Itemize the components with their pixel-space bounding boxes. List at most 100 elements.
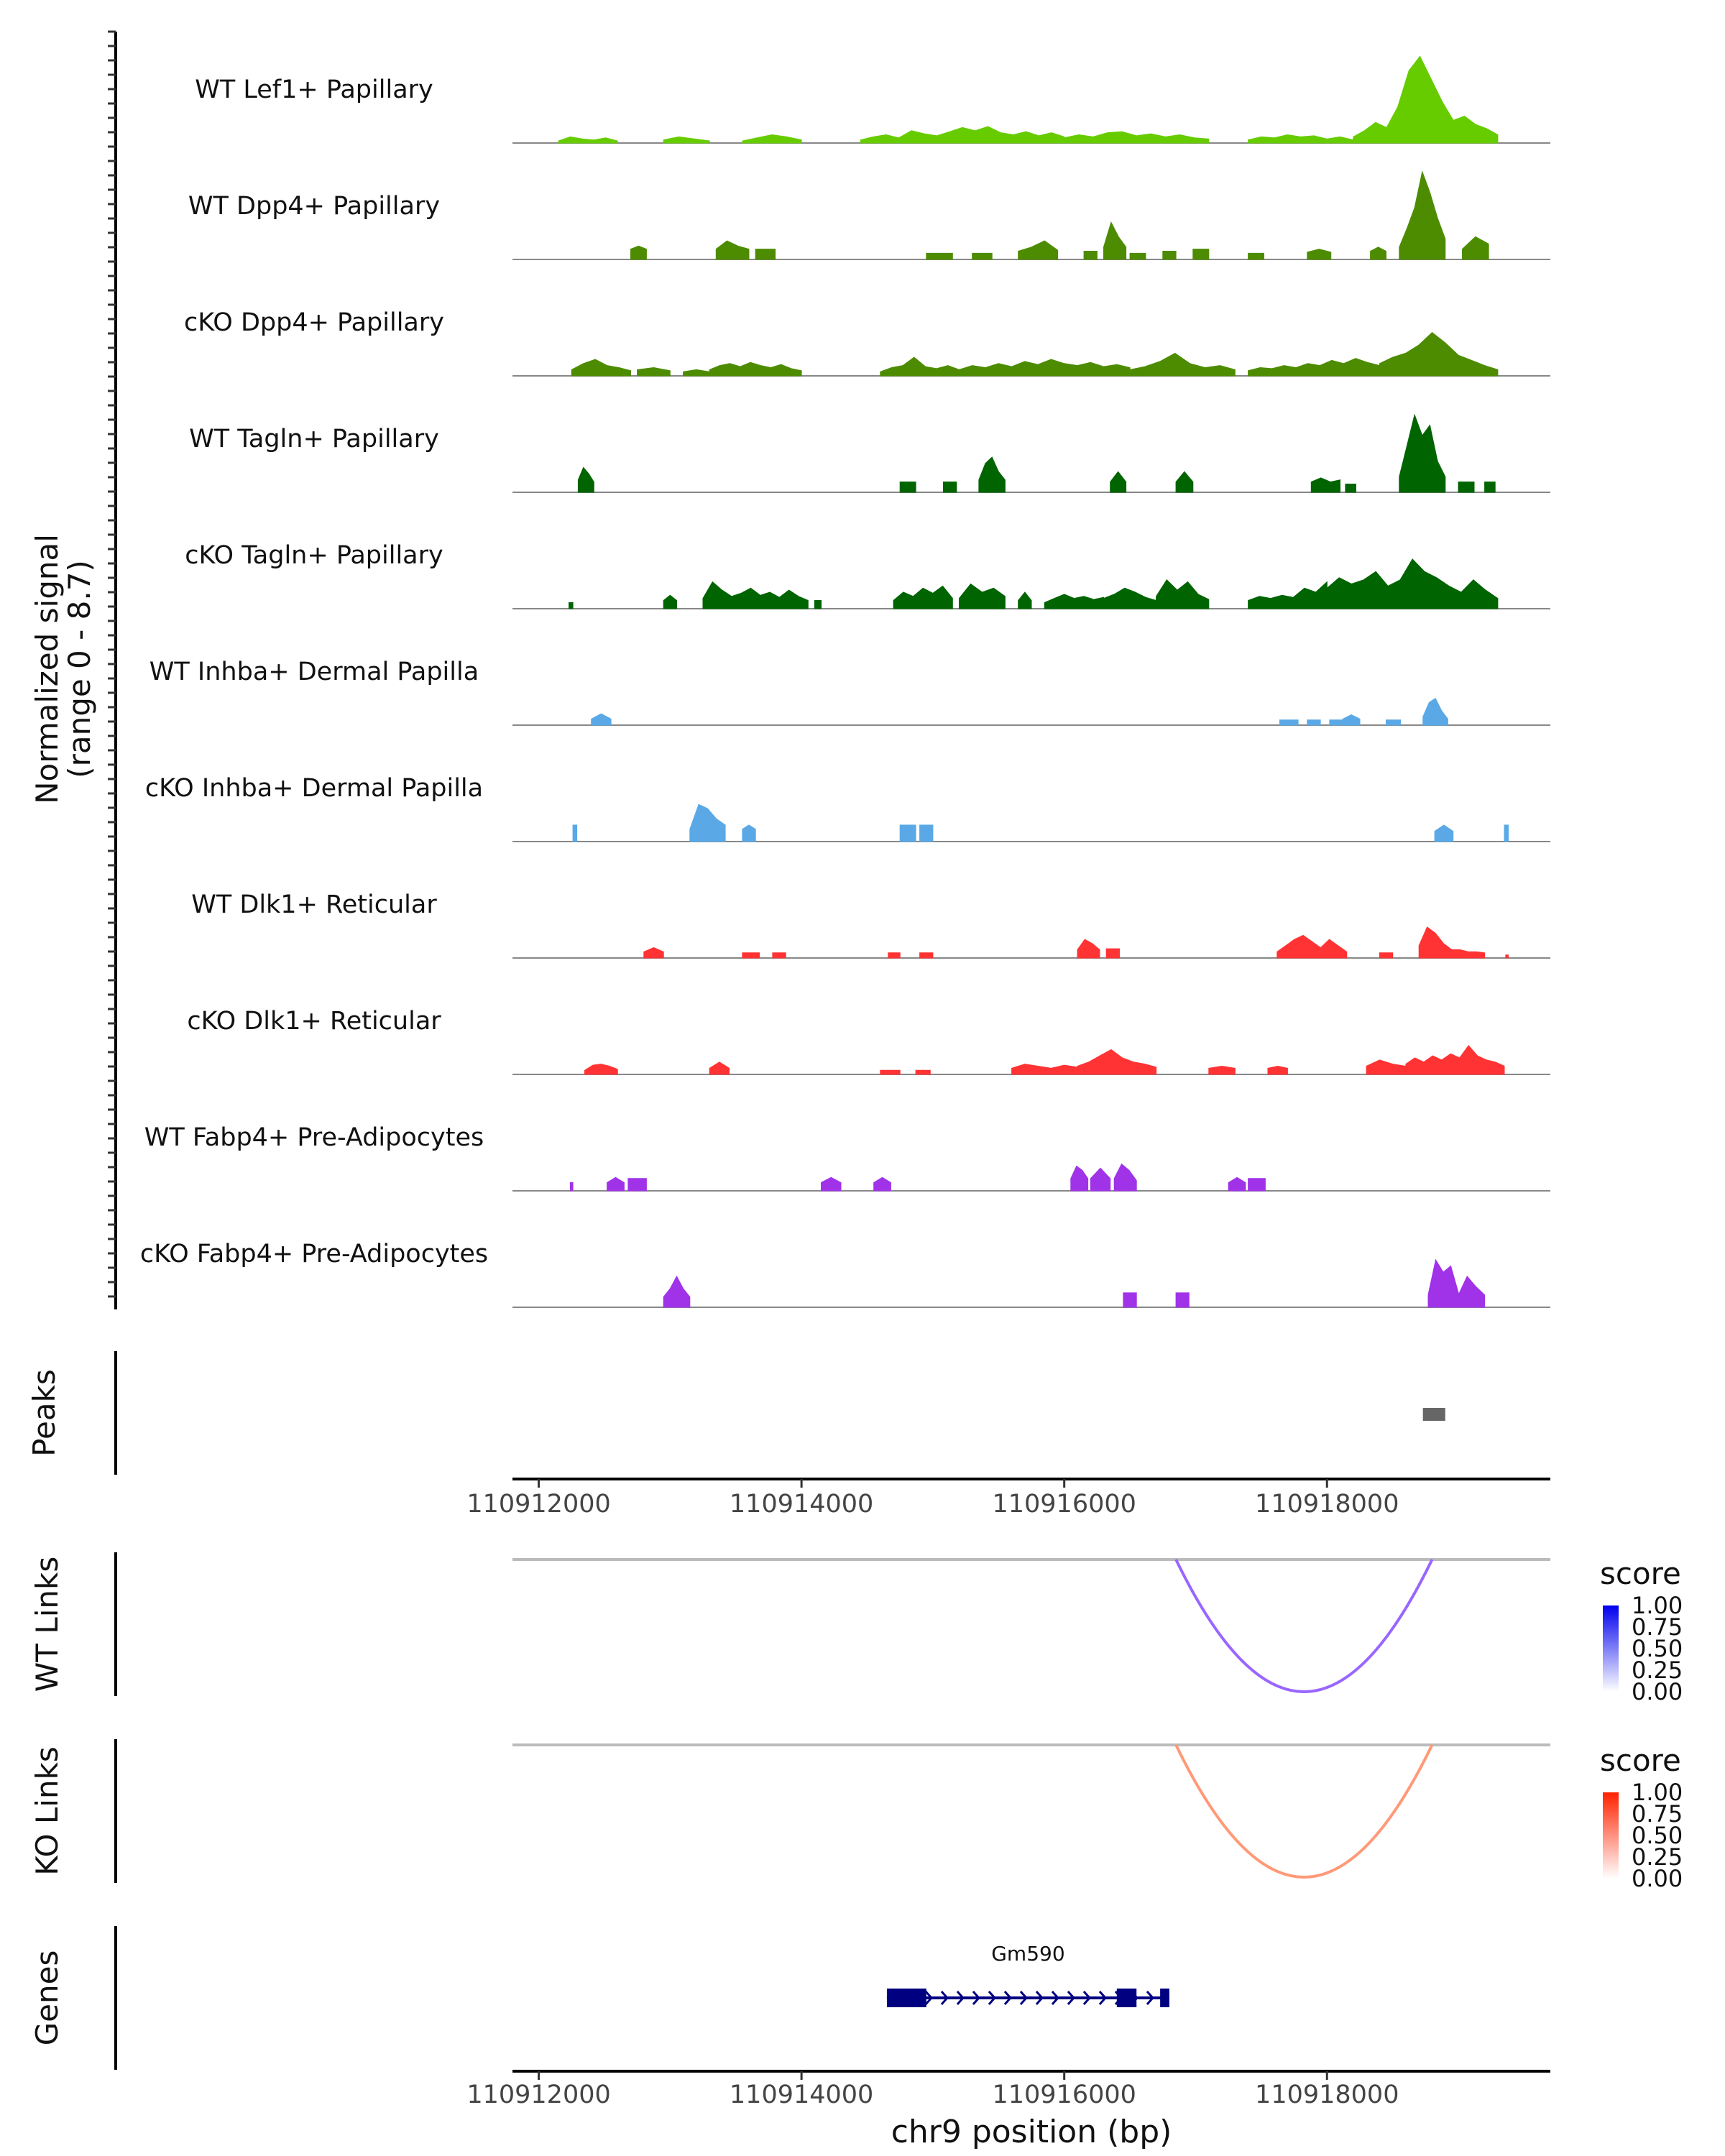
coverage-area bbox=[1386, 719, 1402, 726]
coverage-area bbox=[1018, 240, 1059, 260]
gene-exon bbox=[886, 1989, 926, 2007]
coverage-area bbox=[663, 594, 677, 609]
coverage-area bbox=[1307, 719, 1321, 726]
x-tick-label: 110916000 bbox=[992, 2081, 1136, 2109]
coverage-area bbox=[558, 136, 618, 144]
ko-links-legend: score 1.000.750.500.250.00 bbox=[1600, 1743, 1683, 1892]
coverage-area bbox=[880, 1069, 901, 1075]
coverage-area bbox=[926, 252, 953, 260]
genes-label: Genes bbox=[29, 1950, 65, 2046]
coverage-area bbox=[1418, 926, 1486, 959]
coverage-area bbox=[915, 1069, 931, 1075]
legend-tick-label: 0.75 bbox=[1632, 1613, 1683, 1641]
coverage-area bbox=[1105, 948, 1120, 959]
track-label: WT Tagln+ Papillary bbox=[189, 425, 439, 453]
coverage-area bbox=[1248, 252, 1264, 260]
coverage-area bbox=[1162, 251, 1177, 260]
x-tick-label: 110912000 bbox=[466, 1490, 610, 1519]
coverage-area bbox=[1342, 714, 1361, 726]
peaks-marks bbox=[1422, 1408, 1445, 1421]
coverage-area bbox=[1379, 332, 1499, 377]
x-axis-bottom: chr9 position (bp) 110912000 110914000 110… bbox=[466, 2070, 1550, 2150]
coverage-area bbox=[1405, 1044, 1505, 1075]
track-label: WT Inhba+ Dermal Papilla bbox=[150, 658, 479, 686]
track-label: cKO Tagln+ Papillary bbox=[185, 541, 443, 570]
coverage-area bbox=[1434, 824, 1454, 842]
coverage-area bbox=[572, 824, 578, 842]
strand-arrow bbox=[1082, 1991, 1091, 2005]
coverage-area bbox=[709, 1061, 730, 1075]
track-label: WT Lef1+ Papillary bbox=[195, 75, 433, 104]
coverage-ylabel-range: (range 0 - 8.7) bbox=[62, 560, 97, 778]
coverage-area bbox=[1129, 252, 1146, 260]
coverage-area bbox=[1267, 1065, 1288, 1075]
strand-arrow bbox=[972, 1991, 980, 2005]
track-label: WT Fabp4+ Pre-Adipocytes bbox=[144, 1123, 484, 1152]
coverage-area bbox=[1113, 1163, 1137, 1192]
legend-tick-label: 0.75 bbox=[1632, 1800, 1683, 1828]
ko-links-label: KO Links bbox=[29, 1746, 65, 1876]
coverage-area bbox=[1366, 1059, 1407, 1075]
x-tick-label: 110914000 bbox=[730, 2081, 873, 2109]
coverage-area bbox=[893, 585, 953, 609]
coverage-area bbox=[1458, 1275, 1486, 1308]
coverage-area bbox=[1379, 952, 1394, 959]
coverage-area bbox=[1248, 1178, 1266, 1192]
coverage-area bbox=[1422, 697, 1448, 726]
coverage-area bbox=[630, 245, 647, 260]
coverage-area bbox=[1064, 131, 1210, 144]
strand-arrow bbox=[1146, 1991, 1154, 2005]
track-label: cKO Fabp4+ Pre-Adipocytes bbox=[140, 1240, 488, 1268]
coverage-track: WT Fabp4+ Pre-Adipocytes bbox=[144, 1123, 1550, 1192]
coverage-track: cKO Dpp4+ Papillary bbox=[184, 308, 1550, 377]
coverage-area bbox=[978, 456, 1006, 493]
coverage-area bbox=[899, 482, 916, 493]
strand-arrow bbox=[1067, 1991, 1075, 2005]
coverage-area bbox=[880, 356, 960, 377]
coverage-area bbox=[1018, 591, 1032, 609]
coverage-area bbox=[742, 824, 756, 842]
coverage-area bbox=[1156, 579, 1210, 609]
coverage-area bbox=[1077, 1049, 1157, 1075]
coverage-area bbox=[1228, 1176, 1246, 1192]
coverage-area bbox=[814, 600, 822, 609]
coverage-area bbox=[972, 252, 993, 260]
coverage-area bbox=[959, 583, 1006, 609]
coverage-area bbox=[715, 240, 750, 260]
coverage-area bbox=[1011, 1064, 1078, 1075]
coverage-area bbox=[569, 1182, 574, 1192]
legend-tick-label: 0.25 bbox=[1632, 1657, 1683, 1684]
coverage-area bbox=[888, 952, 901, 959]
legend-tick-label: 1.00 bbox=[1632, 1779, 1683, 1806]
coverage-area bbox=[959, 359, 1131, 377]
coverage-area bbox=[1103, 221, 1127, 260]
coverage-track: WT Dlk1+ Reticular bbox=[191, 890, 1550, 959]
wt-links-label: WT Links bbox=[29, 1557, 65, 1692]
coverage-area bbox=[584, 1064, 618, 1075]
coverage-track: cKO Fabp4+ Pre-Adipocytes bbox=[140, 1240, 1550, 1308]
gene-name: Gm590 bbox=[991, 1942, 1064, 1966]
genes-panel: Genes Gm590 bbox=[29, 1926, 1169, 2070]
peak-region bbox=[1422, 1408, 1445, 1421]
coverage-area bbox=[637, 367, 671, 377]
ko-links-panel: KO Links score 1.000.750.500.250.00 bbox=[29, 1739, 1683, 1892]
coverage-area bbox=[1175, 1292, 1190, 1308]
gene-exon bbox=[1116, 1989, 1137, 2007]
strand-arrow bbox=[924, 1991, 933, 2005]
x-tick-label: 110914000 bbox=[730, 1490, 873, 1519]
coverage-area bbox=[1399, 413, 1446, 493]
coverage-area bbox=[1208, 1065, 1236, 1075]
coverage-area bbox=[1192, 249, 1210, 260]
coverage-area bbox=[1090, 1167, 1111, 1192]
coverage-area bbox=[607, 1176, 625, 1192]
coverage-area bbox=[1123, 1292, 1137, 1308]
coverage-area bbox=[1427, 1258, 1459, 1308]
coverage-track: WT Dpp4+ Papillary bbox=[188, 170, 1550, 260]
track-label: WT Dlk1+ Reticular bbox=[191, 890, 437, 919]
coverage-track: cKO Dlk1+ Reticular bbox=[187, 1007, 1550, 1075]
wt-legend-title: score bbox=[1600, 1556, 1681, 1591]
coverage-area bbox=[591, 713, 612, 726]
coverage-area bbox=[663, 1275, 691, 1308]
track-label: cKO Inhba+ Dermal Papilla bbox=[145, 774, 483, 803]
x-tick-label: 110918000 bbox=[1255, 1490, 1399, 1519]
